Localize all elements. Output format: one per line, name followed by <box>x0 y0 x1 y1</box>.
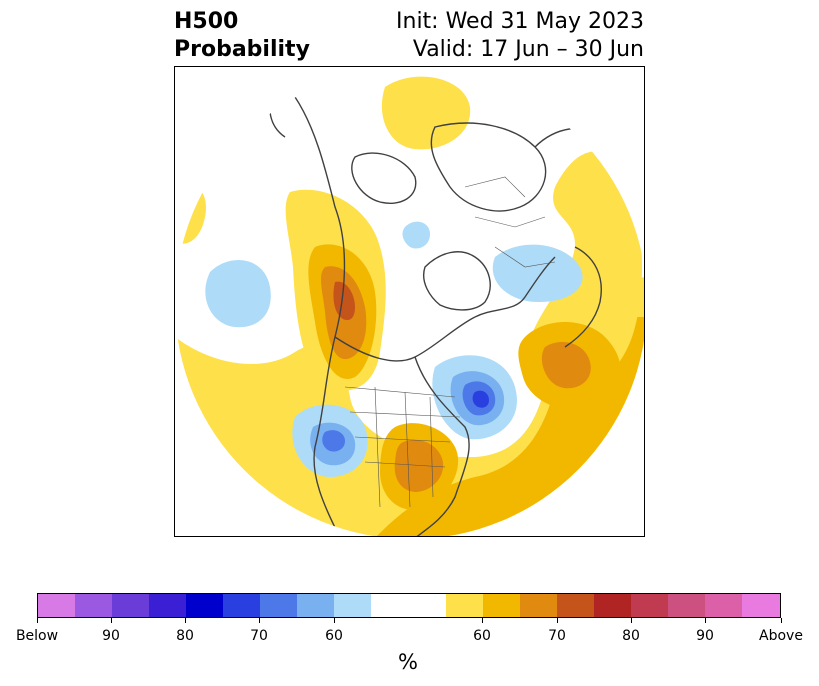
colorbar-swatch <box>297 594 334 617</box>
above-normal-region-siberia <box>381 76 471 150</box>
colorbar-swatch <box>371 594 446 617</box>
below-normal-region-small <box>402 221 430 249</box>
colorbar-swatch <box>38 594 75 617</box>
map-panel <box>174 66 645 537</box>
colorbar-swatch <box>260 594 297 617</box>
init-date: Init: Wed 31 May 2023 <box>396 9 644 34</box>
colorbar-swatch <box>223 594 260 617</box>
colorbar-tick <box>37 618 38 623</box>
colorbar-swatch <box>75 594 112 617</box>
colorbar-swatch <box>186 594 223 617</box>
colorbar-swatch <box>334 594 371 617</box>
colorbar-swatch <box>742 594 780 617</box>
colorbar-tick-label: 60 <box>325 628 343 644</box>
colorbar-tick-label: Below <box>15 628 59 644</box>
colorbar-swatch <box>149 594 186 617</box>
title-product: Probability <box>174 37 310 62</box>
colorbar-swatch <box>705 594 742 617</box>
colorbar-tick-label: 80 <box>176 628 194 644</box>
colorbar-swatch <box>631 594 668 617</box>
colorbar-tick <box>111 618 112 623</box>
colorbar-swatch <box>594 594 631 617</box>
title-variable: H500 <box>174 9 239 34</box>
polar-map <box>175 67 644 536</box>
below-normal-region-west-us-70 <box>322 430 345 452</box>
above-normal-region-eastern-us-70 <box>394 439 444 492</box>
colorbar-tick <box>705 618 706 623</box>
colorbar-tick-label: Above <box>759 628 803 644</box>
colorbar-unit: % <box>398 650 418 674</box>
colorbar-tick-label: 70 <box>548 628 566 644</box>
colorbar-tick <box>259 618 260 623</box>
colorbar-swatch <box>557 594 594 617</box>
colorbar-tick-label: 70 <box>250 628 268 644</box>
colorbar-tick <box>631 618 632 623</box>
colorbar-tick <box>334 618 335 623</box>
colorbar-tick-label: 90 <box>102 628 120 644</box>
below-normal-region-europe <box>492 244 583 303</box>
political-borders <box>344 176 556 508</box>
valid-range: Valid: 17 Jun – 30 Jun <box>412 37 644 62</box>
above-normal-region-pacific-70 <box>541 342 591 389</box>
colorbar-tick-label: 90 <box>696 628 714 644</box>
colorbar-swatch <box>483 594 520 617</box>
colorbar-swatch <box>520 594 557 617</box>
colorbar-swatch <box>446 594 483 617</box>
colorbar <box>37 593 781 618</box>
colorbar-tick <box>557 618 558 623</box>
map-title: H500 Probability <box>174 8 310 64</box>
colorbar-tick <box>482 618 483 623</box>
below-normal-region-hudson-75 <box>472 390 489 408</box>
colorbar-swatch <box>668 594 705 617</box>
map-dates: Init: Wed 31 May 2023 Valid: 17 Jun – 30… <box>396 8 644 64</box>
colorbar-tick <box>185 618 186 623</box>
colorbar-tick-label: 60 <box>473 628 491 644</box>
colorbar-swatch <box>112 594 149 617</box>
above-normal-region-west-na-75 <box>333 281 355 321</box>
colorbar-tick <box>781 618 782 623</box>
colorbar-tick-label: 80 <box>622 628 640 644</box>
below-normal-region-atlantic <box>205 260 271 328</box>
